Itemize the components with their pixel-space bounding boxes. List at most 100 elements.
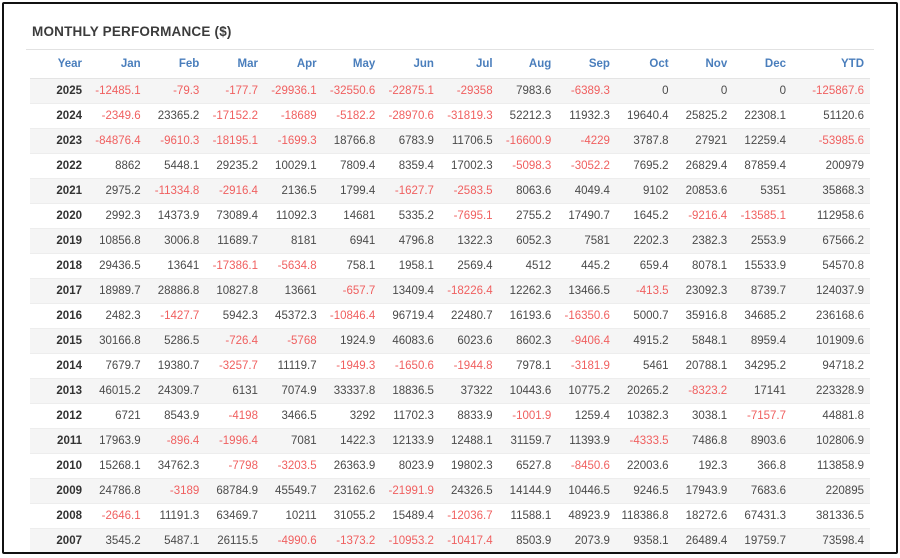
cell-jul: 19802.3 <box>439 453 499 479</box>
cell-apr: 45372.3 <box>263 303 323 329</box>
cell-year: 2013 <box>30 378 88 404</box>
cell-jun: -1627.7 <box>381 178 440 204</box>
cell-jun: 18836.5 <box>381 378 440 404</box>
cell-jul: -10417.4 <box>439 528 499 552</box>
cell-sep: 17490.7 <box>557 203 616 229</box>
cell-apr: -1699.3 <box>263 128 323 154</box>
cell-jan: -2646.1 <box>88 503 147 529</box>
cell-jul: -18226.4 <box>439 278 499 304</box>
cell-year: 2015 <box>30 328 88 354</box>
cell-mar: 29235.2 <box>205 153 264 179</box>
cell-jun: 96719.4 <box>381 303 440 329</box>
cell-oct: 9246.5 <box>615 478 675 504</box>
cell-year: 2014 <box>30 353 88 379</box>
cell-feb: 19380.7 <box>146 353 206 379</box>
cell-year: 2010 <box>30 453 88 479</box>
cell-dec: 67431.3 <box>733 503 792 529</box>
cell-dec: -7157.7 <box>733 403 792 429</box>
cell-jul: 24326.5 <box>439 478 499 504</box>
table-body: 2025 -12485.1 -79.3 -177.7 -29936.1 -32550.6-… <box>30 78 870 552</box>
cell-sep: -6389.3 <box>557 78 616 104</box>
cell-oct: 22003.6 <box>615 453 675 479</box>
cell-may: 758.1 <box>322 253 382 279</box>
cell-jul: 12488.1 <box>439 428 499 454</box>
table-row: 2020 2992.3 14373.9 73089.4 11092.3 14681 5335… <box>30 203 870 229</box>
cell-dec: 19759.7 <box>733 528 792 552</box>
column-header-jun: Jun <box>381 50 440 79</box>
cell-may: 18766.8 <box>322 128 382 154</box>
cell-jul: 2569.4 <box>439 253 499 279</box>
cell-jan: 10856.8 <box>88 228 147 254</box>
cell-apr: 7081 <box>263 428 323 454</box>
cell-may: -1949.3 <box>322 353 382 379</box>
cell-jul: 11706.5 <box>439 128 499 154</box>
cell-nov: 17943.9 <box>674 478 734 504</box>
cell-oct: 659.4 <box>615 253 675 279</box>
cell-feb: -9610.3 <box>146 128 206 154</box>
cell-nov: 27921 <box>674 128 734 154</box>
cell-oct: 9102 <box>615 178 675 204</box>
cell-ytd: 102806.9 <box>792 428 870 454</box>
cell-dec: 8903.6 <box>733 428 792 454</box>
cell-nov: -9216.4 <box>674 203 734 229</box>
cell-oct: 118386.8 <box>615 503 675 529</box>
cell-jun: 15489.4 <box>381 503 440 529</box>
cell-nov: 20853.6 <box>674 178 734 204</box>
cell-jul: 22480.7 <box>439 303 499 329</box>
cell-ytd: 54570.8 <box>792 253 870 279</box>
cell-feb: 3006.8 <box>146 228 206 254</box>
cell-mar: 63469.7 <box>205 503 264 529</box>
cell-jun: 11702.3 <box>381 403 440 429</box>
cell-ytd: 124037.9 <box>792 278 870 304</box>
monthly-performance-table: Year Jan Feb Mar Apr May Jun Jul Aug Sep Oct Nov Dec… <box>30 50 870 552</box>
cell-nov: 0 <box>674 78 734 104</box>
cell-ytd: -125867.6 <box>792 78 870 104</box>
cell-sep: 4049.4 <box>557 178 616 204</box>
cell-may: 1799.4 <box>322 178 382 204</box>
cell-apr: 10029.1 <box>263 153 323 179</box>
cell-oct: 3787.8 <box>615 128 675 154</box>
cell-nov: -8323.2 <box>674 378 734 404</box>
table-row: 2019 10856.8 3006.8 11689.7 8181 6941 4796.8 13… <box>30 228 870 254</box>
cell-aug: -1001.9 <box>498 403 558 429</box>
cell-apr: 45549.7 <box>263 478 323 504</box>
table-row: 2010 15268.1 34762.3 -7798 -3203.5 26363.9 802… <box>30 453 870 479</box>
cell-aug: 52212.3 <box>498 103 558 129</box>
column-header-oct: Oct <box>615 50 675 79</box>
cell-jun: 12133.9 <box>381 428 440 454</box>
cell-may: 6941 <box>322 228 382 254</box>
cell-dec: 22308.1 <box>733 103 792 129</box>
cell-sep: -3052.2 <box>557 153 616 179</box>
cell-mar: 11689.7 <box>205 228 264 254</box>
cell-jul: -2583.5 <box>439 178 499 204</box>
cell-ytd: 200979 <box>792 153 870 179</box>
cell-mar: -7798 <box>205 453 264 479</box>
cell-apr: -5768 <box>263 328 323 354</box>
table-row: 2015 30166.8 5286.5 -726.4 -5768 1924.9 46083.… <box>30 328 870 354</box>
cell-dec: 17141 <box>733 378 792 404</box>
cell-jun: 8359.4 <box>381 153 440 179</box>
cell-aug: 2755.2 <box>498 203 558 229</box>
cell-year: 2009 <box>30 478 88 504</box>
column-header-feb: Feb <box>146 50 206 79</box>
cell-jan: 6721 <box>88 403 147 429</box>
cell-mar: -17152.2 <box>205 103 264 129</box>
cell-year: 2019 <box>30 228 88 254</box>
column-header-may: May <box>322 50 382 79</box>
panel-title: MONTHLY PERFORMANCE ($) <box>32 24 232 39</box>
cell-sep: 48923.9 <box>557 503 616 529</box>
column-header-apr: Apr <box>263 50 323 79</box>
table-row: 2023 -84876.4 -9610.3 -18195.1 -1699.3 18766.… <box>30 128 870 154</box>
cell-oct: 5000.7 <box>615 303 675 329</box>
cell-dec: 2553.9 <box>733 228 792 254</box>
cell-oct: 0 <box>615 78 675 104</box>
cell-sep: -8450.6 <box>557 453 616 479</box>
cell-may: -32550.6 <box>322 78 382 104</box>
cell-nov: 26829.4 <box>674 153 734 179</box>
cell-ytd: 113858.9 <box>792 453 870 479</box>
cell-dec: 15533.9 <box>733 253 792 279</box>
table-row: 2011 17963.9 -896.4 -1996.4 7081 1422.3 12133.… <box>30 428 870 454</box>
table-row: 2016 2482.3 -1427.7 5942.3 45372.3 -10846.4 96… <box>30 303 870 329</box>
cell-may: 1924.9 <box>322 328 382 354</box>
cell-jan: 29436.5 <box>88 253 147 279</box>
